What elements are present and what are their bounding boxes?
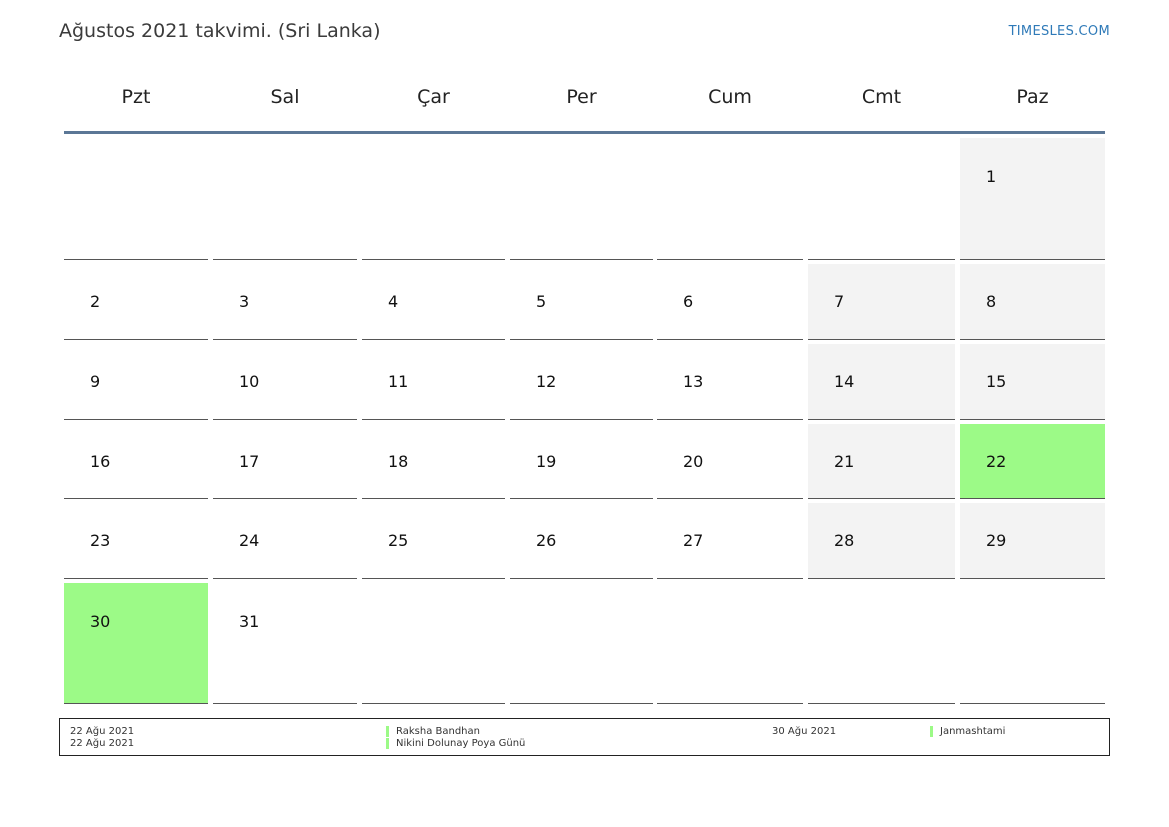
day-cell[interactable]: 15 — [960, 344, 1105, 420]
holiday-legend: 22 Ağu 2021 22 Ağu 2021 Raksha Bandhan N… — [59, 718, 1110, 756]
day-cell-empty — [64, 138, 208, 260]
holiday-date: 30 Ağu 2021 — [772, 726, 837, 737]
weekday-mon: Pzt — [121, 86, 151, 108]
day-number: 9 — [90, 372, 101, 391]
weekday-wed: Çar — [417, 86, 450, 108]
weekday-fri: Cum — [708, 86, 752, 108]
day-cell[interactable]: 8 — [960, 264, 1105, 340]
day-number: 10 — [239, 372, 260, 391]
day-cell-empty — [362, 583, 505, 704]
day-cell[interactable]: 10 — [213, 344, 357, 420]
day-cell-empty — [808, 583, 955, 704]
brand-link[interactable]: TIMESLES.COM — [1008, 24, 1110, 39]
day-cell-empty — [510, 583, 653, 704]
day-cell-empty — [657, 583, 803, 704]
holiday-name: Nikini Dolunay Poya Günü — [386, 738, 525, 749]
day-cell-empty — [362, 138, 505, 260]
day-number: 18 — [388, 452, 409, 471]
day-number: 17 — [239, 452, 260, 471]
day-cell[interactable]: 13 — [657, 344, 803, 420]
weekday-tue: Sal — [270, 86, 300, 108]
day-number: 2 — [90, 292, 101, 311]
day-cell[interactable]: 19 — [510, 424, 653, 499]
day-cell-empty — [808, 138, 955, 260]
day-cell[interactable]: 26 — [510, 503, 653, 579]
day-cell[interactable]: 21 — [808, 424, 955, 499]
weekday-thu: Per — [566, 86, 597, 108]
day-cell[interactable]: 29 — [960, 503, 1105, 579]
day-number: 21 — [834, 452, 855, 471]
day-number: 31 — [239, 612, 260, 631]
day-cell[interactable]: 6 — [657, 264, 803, 340]
day-cell[interactable]: 2 — [64, 264, 208, 340]
header-rule — [64, 131, 1105, 134]
day-cell-empty — [960, 583, 1105, 704]
day-number: 11 — [388, 372, 409, 391]
day-cell-holiday[interactable]: 22 — [960, 424, 1105, 499]
day-cell[interactable]: 9 — [64, 344, 208, 420]
holiday-date: 22 Ağu 2021 — [70, 726, 135, 737]
day-number: 24 — [239, 531, 260, 550]
day-cell-empty — [510, 138, 653, 260]
day-cell[interactable]: 1 — [960, 138, 1105, 260]
day-cell[interactable]: 31 — [213, 583, 357, 704]
day-number: 29 — [986, 531, 1007, 550]
day-cell[interactable]: 20 — [657, 424, 803, 499]
day-number: 6 — [683, 292, 694, 311]
day-cell[interactable]: 12 — [510, 344, 653, 420]
weekday-sat: Cmt — [861, 86, 902, 108]
day-cell-empty — [657, 138, 803, 260]
day-number: 8 — [986, 292, 997, 311]
day-cell[interactable]: 4 — [362, 264, 505, 340]
day-number: 5 — [536, 292, 547, 311]
day-number: 3 — [239, 292, 250, 311]
calendar-title: Ağustos 2021 takvimi. (Sri Lanka) — [59, 20, 381, 42]
day-cell[interactable]: 16 — [64, 424, 208, 499]
day-number: 25 — [388, 531, 409, 550]
weekday-sun: Paz — [1016, 86, 1049, 108]
day-cell[interactable]: 11 — [362, 344, 505, 420]
day-number: 12 — [536, 372, 557, 391]
day-number: 30 — [90, 612, 111, 631]
holiday-name: Janmashtami — [930, 726, 1005, 737]
day-cell-holiday[interactable]: 30 — [64, 583, 208, 704]
day-cell[interactable]: 24 — [213, 503, 357, 579]
day-number: 14 — [834, 372, 855, 391]
day-cell[interactable]: 27 — [657, 503, 803, 579]
day-cell[interactable]: 3 — [213, 264, 357, 340]
day-number: 20 — [683, 452, 704, 471]
day-cell[interactable]: 25 — [362, 503, 505, 579]
holiday-date: 22 Ağu 2021 — [70, 738, 135, 749]
day-number: 13 — [683, 372, 704, 391]
day-number: 22 — [986, 452, 1007, 471]
day-cell[interactable]: 7 — [808, 264, 955, 340]
day-cell[interactable]: 5 — [510, 264, 653, 340]
day-number: 4 — [388, 292, 399, 311]
day-number: 16 — [90, 452, 111, 471]
day-number: 27 — [683, 531, 704, 550]
day-cell[interactable]: 18 — [362, 424, 505, 499]
day-number: 26 — [536, 531, 557, 550]
day-number: 7 — [834, 292, 845, 311]
day-number: 28 — [834, 531, 855, 550]
day-number: 15 — [986, 372, 1007, 391]
day-number: 23 — [90, 531, 111, 550]
holiday-name: Raksha Bandhan — [386, 726, 480, 737]
day-cell[interactable]: 28 — [808, 503, 955, 579]
day-number: 1 — [986, 167, 997, 186]
day-cell[interactable]: 23 — [64, 503, 208, 579]
day-cell[interactable]: 17 — [213, 424, 357, 499]
day-cell-empty — [213, 138, 357, 260]
day-cell[interactable]: 14 — [808, 344, 955, 420]
day-number: 19 — [536, 452, 557, 471]
